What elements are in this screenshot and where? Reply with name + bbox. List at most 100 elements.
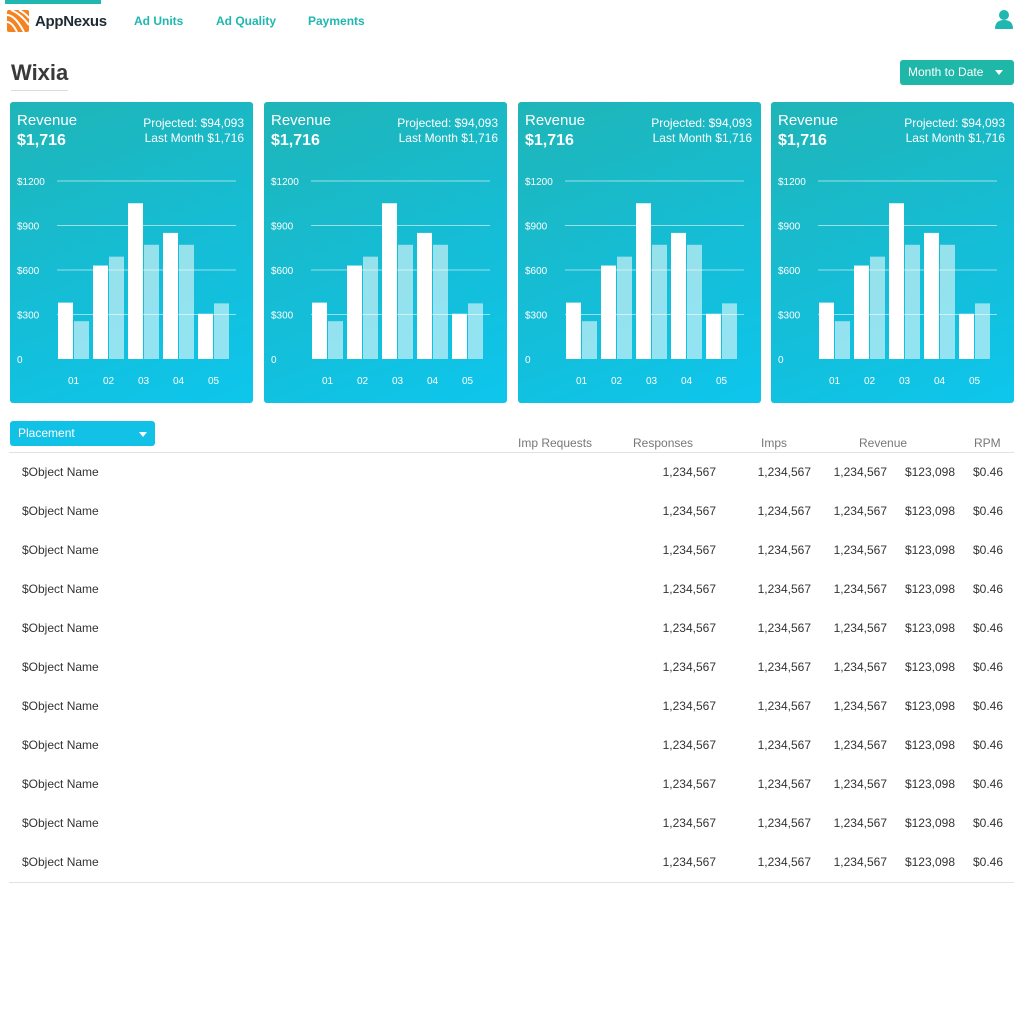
y-tick-label: $300	[778, 311, 801, 322]
bar-series-2	[433, 244, 448, 359]
y-tick-label: $300	[271, 311, 294, 322]
cell-imps: 1,234,567	[833, 738, 887, 752]
cell-revenue: $123,098	[904, 465, 955, 479]
card-value: $1,716	[17, 132, 66, 149]
header-imps[interactable]: Imps	[761, 436, 788, 450]
x-tick-label: 02	[611, 376, 623, 387]
table-row[interactable]: $Object Name 1,234,567 1,234,567 1,234,5…	[9, 726, 1014, 765]
bar-series-2	[835, 321, 850, 359]
revenue-bar-chart: 0 $300 $600 $900 $1200 01 02 03 04 05	[17, 177, 236, 387]
y-tick-label: $900	[525, 222, 548, 233]
top-nav: AppNexus Ad Units Ad Quality Payments	[0, 0, 1024, 44]
cell-rpm: $0.46	[972, 777, 1003, 791]
user-icon[interactable]	[994, 9, 1014, 29]
cell-revenue: $123,098	[904, 738, 955, 752]
y-tick-label: $1200	[525, 177, 553, 188]
cell-rpm: $0.46	[972, 738, 1003, 752]
cell-responses: 1,234,567	[757, 582, 811, 596]
bar-series-1	[671, 232, 686, 359]
date-range-dropdown[interactable]: Month to Date	[900, 60, 1014, 85]
cell-imp-requests: 1,234,567	[662, 855, 716, 869]
card-projected: Projected: $94,093	[143, 116, 244, 130]
bar-series-2	[582, 321, 597, 359]
header-imp-requests[interactable]: Imp Requests	[518, 436, 593, 450]
cell-rpm: $0.46	[972, 816, 1003, 830]
y-tick-label: 0	[778, 355, 784, 366]
cell-revenue: $123,098	[904, 855, 955, 869]
cell-name: $Object Name	[22, 660, 99, 674]
y-tick-label: $300	[17, 311, 40, 322]
logo-text: AppNexus	[35, 12, 107, 30]
cell-name: $Object Name	[22, 465, 99, 479]
y-tick-label: $1200	[778, 177, 806, 188]
table-row[interactable]: $Object Name 1,234,567 1,234,567 1,234,5…	[9, 843, 1014, 882]
cell-rpm: $0.46	[972, 660, 1003, 674]
revenue-bar-chart: 0 $300 $600 $900 $1200 01 02 03 04 05	[525, 177, 744, 387]
bar-series-2	[74, 321, 89, 359]
bar-series-1	[198, 313, 213, 359]
y-tick-label: $900	[778, 222, 801, 233]
x-tick-label: 01	[829, 376, 841, 387]
revenue-card: Revenue $1,716 Projected: $94,093 Last M…	[518, 102, 761, 403]
x-tick-label: 01	[68, 376, 80, 387]
cell-responses: 1,234,567	[757, 504, 811, 518]
nav-link-ad-units[interactable]: Ad Units	[134, 14, 184, 28]
bar-series-1	[417, 232, 432, 359]
card-last-month: Last Month $1,716	[652, 131, 752, 145]
table-row[interactable]: $Object Name 1,234,567 1,234,567 1,234,5…	[9, 804, 1014, 843]
table-row[interactable]: $Object Name 1,234,567 1,234,567 1,234,5…	[9, 531, 1014, 570]
x-tick-label: 02	[864, 376, 876, 387]
bar-series-2	[468, 303, 483, 359]
card-value: $1,716	[525, 132, 574, 149]
header-responses[interactable]: Responses	[633, 436, 694, 450]
x-tick-label: 03	[138, 376, 150, 387]
bar-series-2	[214, 303, 229, 359]
bar-series-2	[870, 256, 885, 359]
bar-series-2	[144, 244, 159, 359]
cell-revenue: $123,098	[904, 504, 955, 518]
cell-imp-requests: 1,234,567	[662, 738, 716, 752]
cell-revenue: $123,098	[904, 777, 955, 791]
cell-name: $Object Name	[22, 738, 99, 752]
chevron-down-icon	[995, 70, 1003, 75]
table-divider	[9, 882, 1014, 883]
card-title: Revenue	[778, 112, 839, 129]
cell-imp-requests: 1,234,567	[662, 660, 716, 674]
card-last-month: Last Month $1,716	[144, 131, 244, 145]
card-value: $1,716	[778, 132, 827, 149]
nav-link-payments[interactable]: Payments	[308, 14, 365, 28]
y-tick-label: $900	[17, 222, 40, 233]
table-row[interactable]: $Object Name 1,234,567 1,234,567 1,234,5…	[9, 609, 1014, 648]
header-revenue[interactable]: Revenue	[859, 436, 908, 450]
nav-link-ad-quality[interactable]: Ad Quality	[216, 14, 277, 28]
header-rpm[interactable]: RPM	[974, 436, 1001, 450]
cell-name: $Object Name	[22, 621, 99, 635]
cell-imp-requests: 1,234,567	[662, 699, 716, 713]
cell-revenue: $123,098	[904, 582, 955, 596]
cell-responses: 1,234,567	[757, 621, 811, 635]
x-tick-label: 02	[357, 376, 369, 387]
table-row[interactable]: $Object Name 1,234,567 1,234,567 1,234,5…	[9, 453, 1014, 492]
x-tick-label: 04	[427, 376, 439, 387]
x-tick-label: 03	[646, 376, 658, 387]
bar-series-2	[905, 244, 920, 359]
cell-imp-requests: 1,234,567	[662, 816, 716, 830]
revenue-card: Revenue $1,716 Projected: $94,093 Last M…	[264, 102, 507, 403]
table-row[interactable]: $Object Name 1,234,567 1,234,567 1,234,5…	[9, 765, 1014, 804]
cell-name: $Object Name	[22, 816, 99, 830]
cell-responses: 1,234,567	[757, 738, 811, 752]
table-row[interactable]: $Object Name 1,234,567 1,234,567 1,234,5…	[9, 648, 1014, 687]
cell-name: $Object Name	[22, 582, 99, 596]
table-row[interactable]: $Object Name 1,234,567 1,234,567 1,234,5…	[9, 492, 1014, 531]
appnexus-logo[interactable]: AppNexus	[7, 9, 107, 33]
placement-dropdown[interactable]: Placement	[10, 421, 155, 446]
x-tick-label: 01	[576, 376, 588, 387]
chevron-down-icon	[139, 432, 147, 437]
card-title: Revenue	[271, 112, 332, 129]
bar-series-2	[652, 244, 667, 359]
bar-series-2	[687, 244, 702, 359]
table-row[interactable]: $Object Name 1,234,567 1,234,567 1,234,5…	[9, 570, 1014, 609]
table-row[interactable]: $Object Name 1,234,567 1,234,567 1,234,5…	[9, 687, 1014, 726]
bar-series-1	[566, 302, 581, 359]
revenue-bar-chart: 0 $300 $600 $900 $1200 01 02 03 04 05	[271, 177, 490, 387]
